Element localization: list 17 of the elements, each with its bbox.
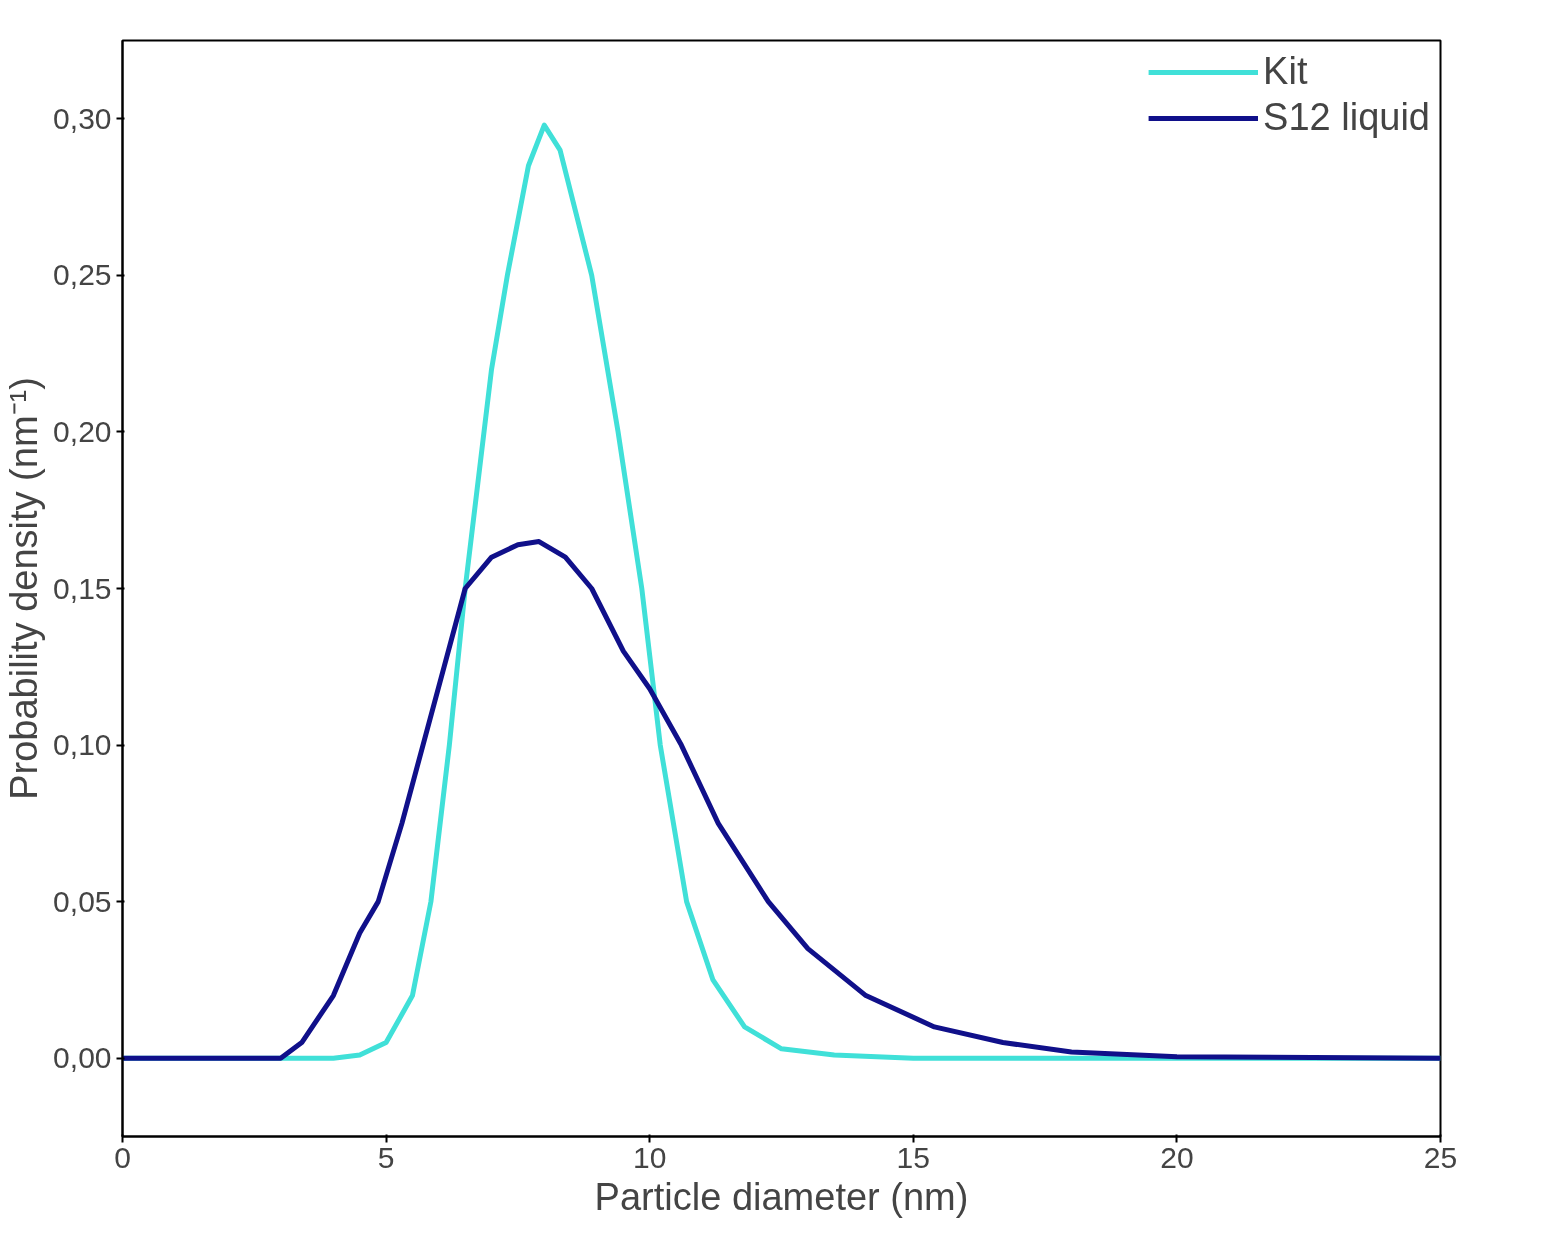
y-tick-label: 0,30 (53, 101, 112, 135)
x-tick-label: 5 (377, 1140, 395, 1174)
y-tick-label: 0,25 (53, 258, 112, 292)
x-axis-title: Particle diameter (nm) (594, 1175, 969, 1218)
legend-label: S12 liquid (1263, 96, 1430, 139)
x-tick-label: 25 (1423, 1140, 1458, 1174)
y-tick-label: 0,20 (53, 414, 112, 448)
y-axis-title: Probability density (nm⁻¹) (3, 377, 46, 800)
x-tick-label: 0 (114, 1140, 131, 1174)
x-tick-label: 10 (633, 1140, 667, 1174)
y-tick-label: 0,10 (53, 728, 112, 762)
y-tick-label: 0,15 (53, 571, 112, 605)
y-tick-label: 0,00 (53, 1041, 112, 1075)
x-tick-label: 20 (1160, 1140, 1194, 1174)
y-tick-label: 0,05 (53, 884, 112, 918)
x-tick-label: 15 (896, 1140, 930, 1174)
legend-label: Kit (1263, 50, 1308, 93)
